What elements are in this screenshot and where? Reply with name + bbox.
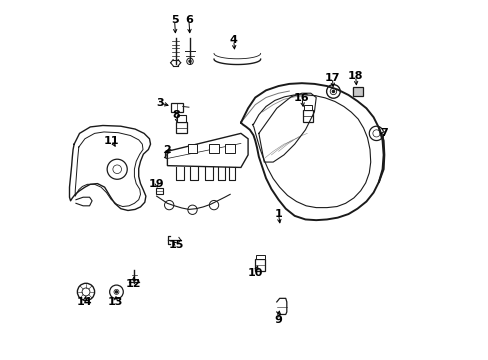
- Bar: [303, 110, 312, 122]
- Text: 12: 12: [125, 279, 141, 289]
- Circle shape: [332, 90, 334, 93]
- Bar: [255, 255, 264, 259]
- Text: 11: 11: [104, 136, 120, 145]
- Text: 14: 14: [77, 297, 93, 307]
- Text: 16: 16: [293, 93, 309, 103]
- Circle shape: [115, 291, 117, 293]
- Text: 7: 7: [380, 129, 387, 138]
- Text: 3: 3: [156, 98, 163, 108]
- Bar: [176, 122, 187, 134]
- Bar: [352, 87, 362, 96]
- Text: 13: 13: [107, 297, 123, 307]
- Text: 4: 4: [229, 35, 237, 45]
- Bar: [171, 103, 183, 112]
- Bar: [304, 105, 311, 110]
- Text: 8: 8: [172, 111, 180, 121]
- Bar: [155, 188, 163, 194]
- Text: 2: 2: [163, 144, 171, 154]
- Text: 18: 18: [347, 71, 363, 81]
- Text: 17: 17: [324, 73, 340, 83]
- Bar: [209, 144, 218, 153]
- Polygon shape: [167, 134, 247, 167]
- Text: 1: 1: [274, 209, 282, 219]
- Text: 6: 6: [184, 15, 192, 26]
- Text: 5: 5: [170, 15, 178, 26]
- Text: 19: 19: [148, 179, 164, 189]
- Text: 9: 9: [274, 315, 282, 325]
- Bar: [225, 144, 234, 153]
- Bar: [187, 144, 197, 153]
- Bar: [255, 259, 265, 271]
- Text: 10: 10: [247, 268, 263, 278]
- Text: 15: 15: [168, 239, 183, 249]
- Circle shape: [188, 60, 191, 63]
- Bar: [177, 116, 186, 122]
